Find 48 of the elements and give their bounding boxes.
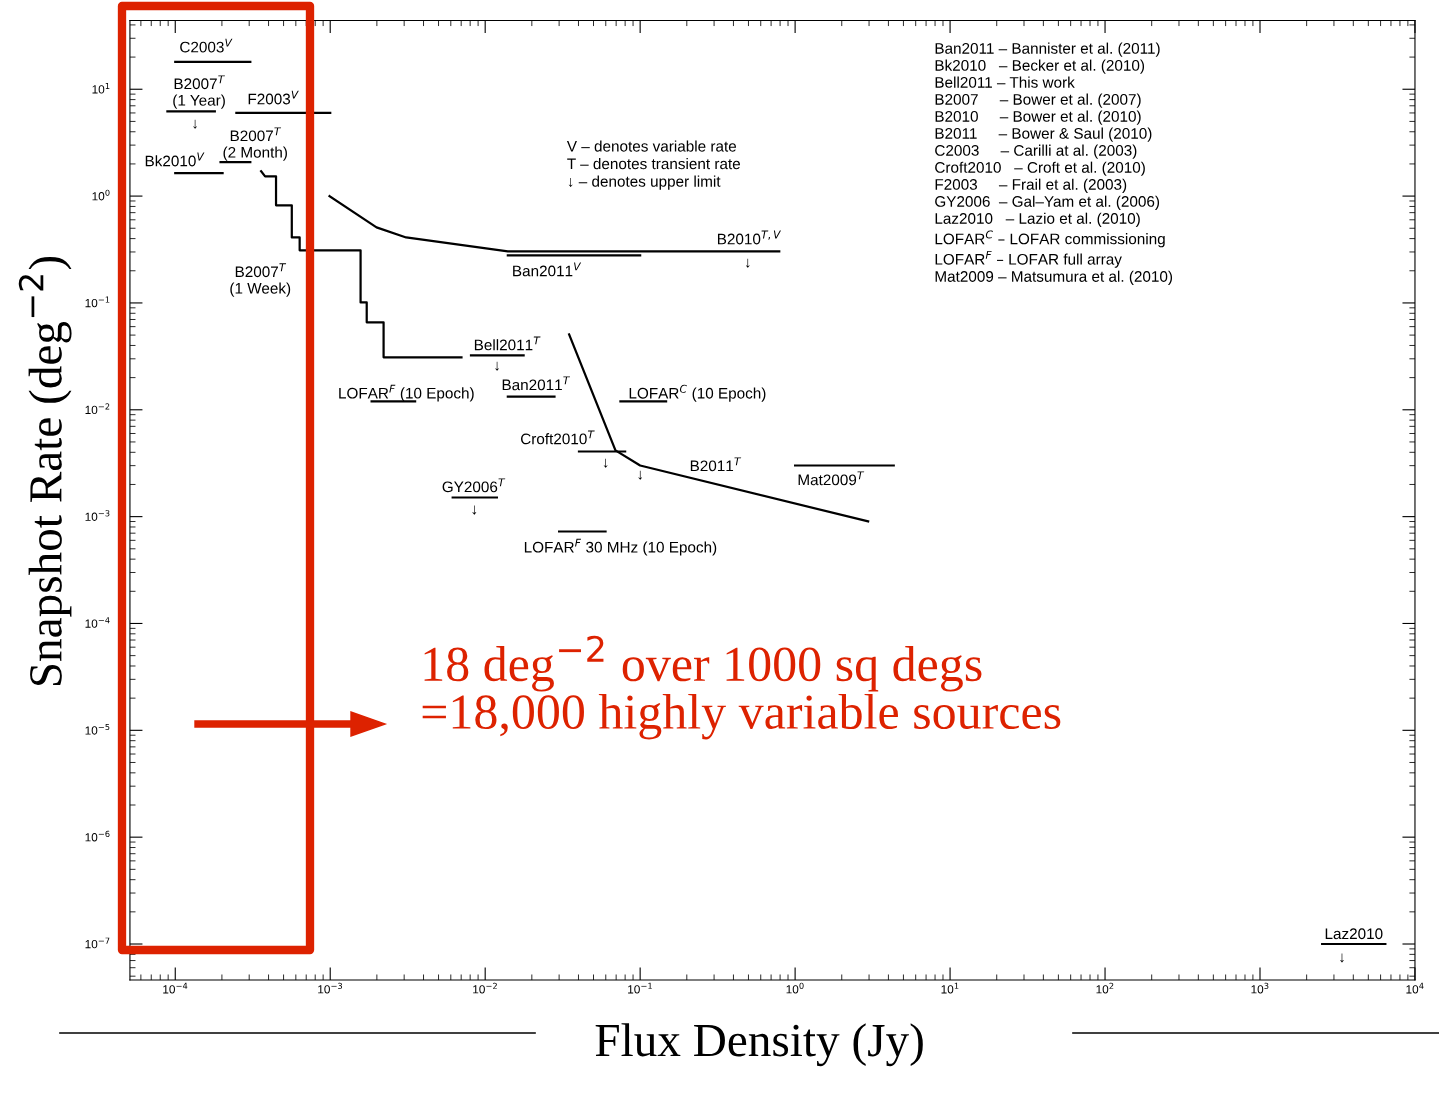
annotation: ↓ (472, 505, 477, 515)
y-tick-label: 10$^{0}$ (92, 189, 110, 201)
annotation: LOFAR$^{F}$ (10 Epoch) (339, 384, 474, 402)
annotation: Croft2010$^{T}$ (520, 430, 595, 445)
annotation: ↓ (745, 258, 750, 268)
text: Ban2011 – Bannister et al. (2011) Bk2010 – Becker et al. (2010) Bell2011 – This work B2007 – Bower et al. (2007) B2010 – Bower et al. (2010) B2011 – Bower & Saul (2010) C2003 – Carilli at al. (2003) Croft2010 – Croft et al. (2010) F2003 – Frail et al. (2003) GY2006 – Gal–Yam et al. (2006) Laz2010 – Lazio et al. (2010) LOFAR$^{C}$ – LOFAR commissioning LOFAR$^{F}$ – LOFAR full array Mat2009 – Matsumura et al. (2010) (935, 42, 1173, 285)
y-tick-label: 10$^{−2}$ (85, 403, 110, 415)
annotation: 18 deg$^{−2}$ over 1000 sq degs =18,000 highly variable sources (422, 635, 1061, 740)
annotation: B2010$^{T,V}$ (717, 230, 781, 245)
y-tick-label: 10$^{1}$ (92, 82, 110, 94)
x-tick-label: 10$^{4}$ (1406, 982, 1424, 994)
y-tick-label: 10$^{−1}$ (85, 296, 110, 308)
annotation: ↓ (495, 361, 499, 371)
annotation: Bell2011$^{T}$ (474, 336, 541, 351)
annotation: LOFAR$^{F}$ 30 MHz (10 Epoch) (524, 538, 717, 556)
annotation: F2003$^{V}$ (248, 90, 299, 105)
x-axis-title: Flux Density (Jy) (595, 1023, 923, 1067)
annotation: Ban2011$^{T}$ (502, 376, 571, 391)
annotation: ↓ (1340, 953, 1344, 963)
annotation: ↓ (193, 119, 197, 129)
x-tick-label: 10$^{−2}$ (473, 982, 497, 994)
annotation: C2003$^{V}$ (180, 38, 233, 53)
x-tick-label: 10$^{−3}$ (318, 982, 343, 994)
annotation: GY2006$^{T}$ (442, 478, 506, 493)
y-axis-title: Snapshot Rate (deg$^{−2}$) (18, 256, 72, 686)
annotation: Laz2010 (1325, 928, 1383, 940)
y-tick-label: 10$^{−6}$ (85, 830, 110, 842)
x-tick-label: 10$^{−1}$ (628, 982, 652, 994)
x-tick-label: 10$^{−4}$ (163, 982, 188, 994)
y-tick-label: 10$^{−7}$ (85, 937, 110, 949)
y-tick-label: 10$^{−4}$ (85, 617, 110, 628)
annotation: B2007$^{T}$ (1 Week) (230, 263, 291, 297)
y-tick-label: 10$^{−5}$ (85, 723, 110, 735)
x-tick-label: 10$^{1}$ (941, 982, 959, 994)
annotation: ↓ (603, 458, 608, 468)
annotation: Bk2010$^{V}$ (145, 152, 205, 167)
annotation: Ban2011$^{V}$ (513, 262, 582, 277)
annotation: B2007$^{T}$ (2 Month) (223, 127, 287, 161)
y-tick-label: 10$^{−3}$ (85, 510, 110, 521)
annotation: LOFAR$^{C}$ (10 Epoch) (629, 384, 766, 402)
annotation: B2007$^{T}$ (1 Year) (173, 75, 225, 109)
x-tick-label: 10$^{3}$ (1251, 982, 1269, 994)
annotation: ↓ (638, 470, 643, 480)
annotation: V – denotes variable rate T – denotes transient rate ↓ – denotes upper limit (566, 140, 740, 190)
annotation: Mat2009$^{T}$ (798, 471, 865, 486)
x-tick-label: 10$^{2}$ (1096, 982, 1114, 994)
x-tick-label: 10$^{0}$ (786, 982, 804, 994)
annotation: B2011$^{T}$ (690, 457, 742, 472)
